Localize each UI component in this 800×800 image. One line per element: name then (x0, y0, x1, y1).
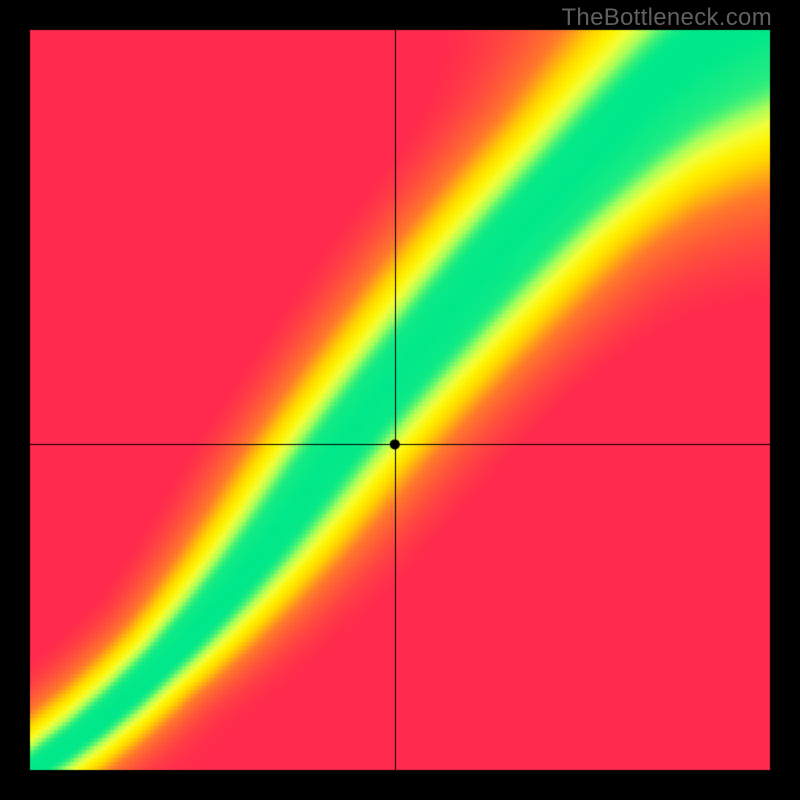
chart-container: TheBottleneck.com (0, 0, 800, 800)
watermark: TheBottleneck.com (561, 4, 772, 32)
heatmap-canvas (0, 0, 800, 800)
